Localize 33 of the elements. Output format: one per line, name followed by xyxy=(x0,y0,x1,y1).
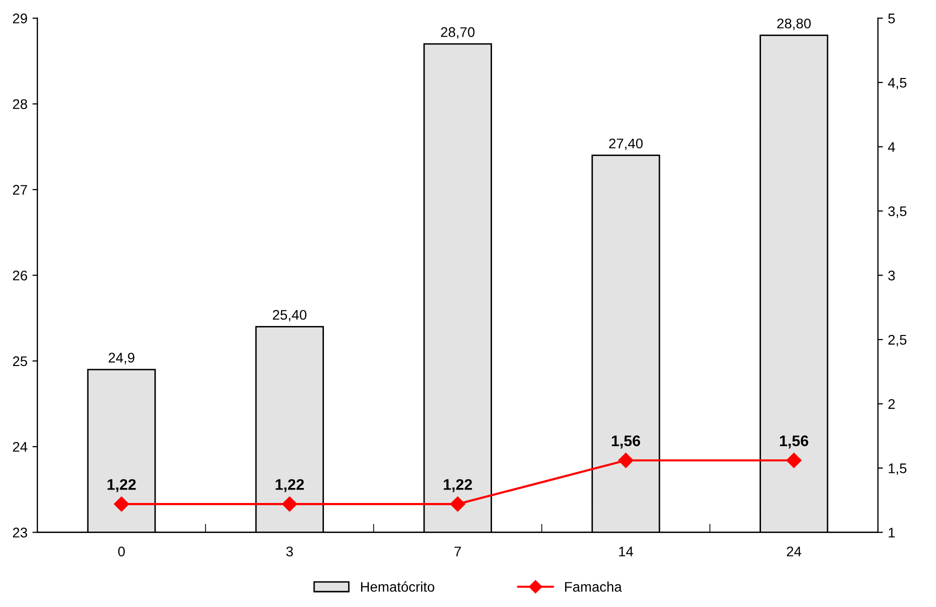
y2-tick-label: 5 xyxy=(888,14,895,24)
y2-tick-label: 4 xyxy=(888,142,896,152)
x-tick-label: 14 xyxy=(619,546,634,556)
y-tick-label: 29 xyxy=(12,14,28,24)
y2-tick-label: 4,5 xyxy=(888,78,906,90)
data-label: 28,70 xyxy=(441,27,475,39)
y-tick-label: 23 xyxy=(12,528,28,538)
y2-tick-label: 3 xyxy=(888,270,895,280)
data-label: 28,80 xyxy=(777,18,811,30)
data-label: 1,22 xyxy=(444,479,472,492)
x-tick-label: 24 xyxy=(786,546,802,556)
data-label: 1,22 xyxy=(108,479,136,492)
data-label: 25,40 xyxy=(272,310,306,322)
y2-tick-label: 1 xyxy=(888,528,895,538)
y-tick-label: 27 xyxy=(12,184,28,195)
legend-label: Famacha xyxy=(565,582,622,592)
y2-tick-label: 2 xyxy=(888,399,895,409)
data-label: 27,40 xyxy=(609,138,643,150)
y2-tick-label: 2,5 xyxy=(888,334,906,346)
x-tick-label: 7 xyxy=(454,546,461,556)
data-label: 24,9 xyxy=(108,352,134,364)
legend-label: Hematócrito xyxy=(361,581,434,592)
y-tick-label: 24 xyxy=(12,442,28,452)
data-label: 1,56 xyxy=(612,435,640,448)
y2-tick-label: 1,5 xyxy=(888,464,906,475)
x-tick-label: 0 xyxy=(118,546,125,556)
y-tick-label: 26 xyxy=(12,270,28,280)
data-label: 1,56 xyxy=(780,435,808,448)
y-tick-label: 28 xyxy=(12,99,28,110)
y-tick-label: 25 xyxy=(12,356,28,366)
data-label: 1,22 xyxy=(276,479,304,492)
x-tick-label: 3 xyxy=(286,546,293,556)
y2-tick-label: 3,5 xyxy=(888,206,906,218)
